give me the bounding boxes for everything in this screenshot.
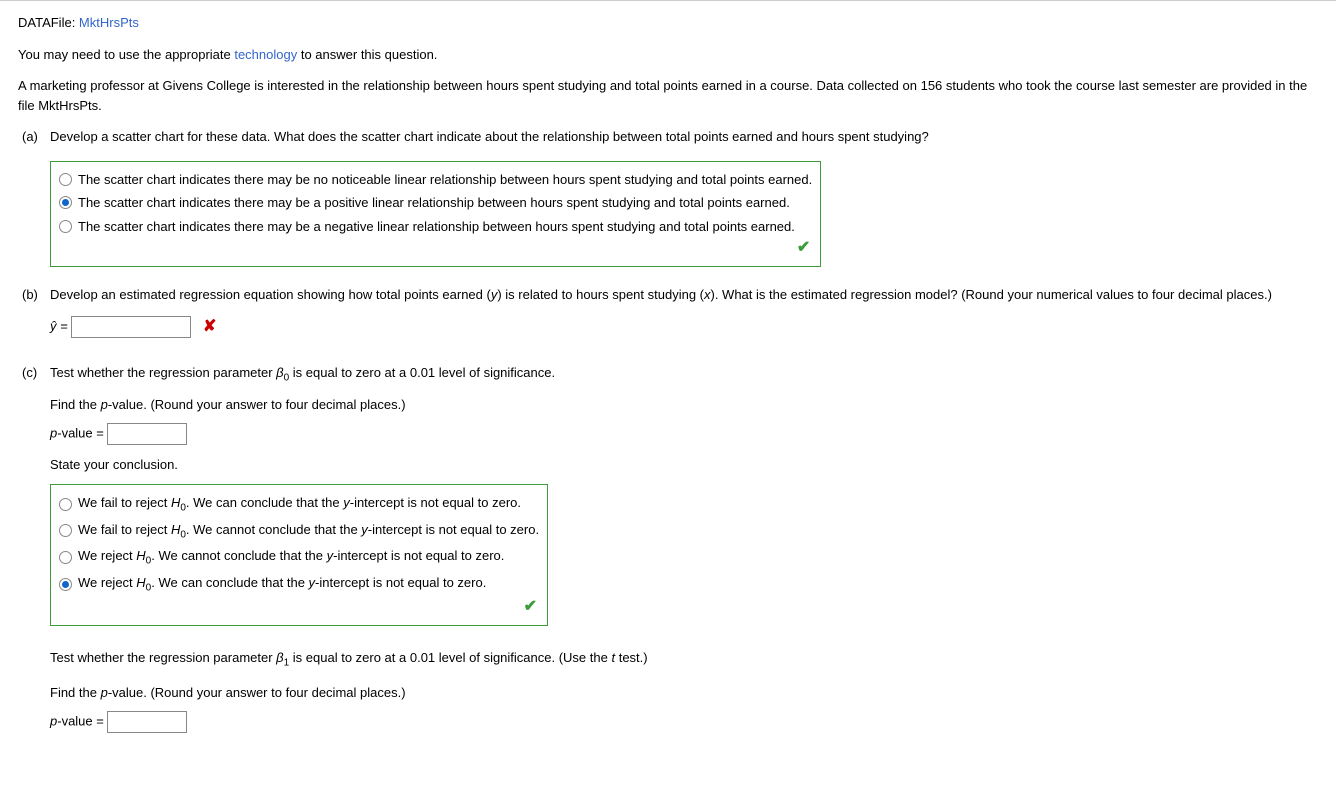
pvalue-section: Find the p-value. (Round your answer to …: [50, 395, 1318, 445]
option-text: We reject H0. We cannot conclude that th…: [78, 546, 504, 569]
yhat-input[interactable]: [71, 316, 191, 338]
option-text: We reject H0. We can conclude that the y…: [78, 573, 486, 596]
part-c-option-1[interactable]: We fail to reject H0. We cannot conclude…: [59, 518, 539, 545]
H: H: [136, 575, 145, 590]
pvalue2-input[interactable]: [107, 711, 187, 733]
part-a: (a) Develop a scatter chart for these da…: [18, 127, 1318, 267]
part-a-option-0[interactable]: The scatter chart indicates there may be…: [59, 168, 812, 192]
radio-icon[interactable]: [59, 498, 72, 511]
t: We reject: [78, 575, 136, 590]
t: -intercept is not equal to zero.: [315, 575, 486, 590]
datafile-link[interactable]: MktHrsPts: [79, 15, 139, 30]
b1-mid: is equal to zero at a 0.01 level of sign…: [289, 650, 611, 665]
t: -intercept is not equal to zero.: [333, 548, 504, 563]
option-text: The scatter chart indicates there may be…: [78, 217, 795, 237]
t: -intercept is not equal to zero.: [368, 522, 539, 537]
radio-icon[interactable]: [59, 196, 72, 209]
option-text: We fail to reject H0. We cannot conclude…: [78, 520, 539, 543]
fp2-pre: Find the: [50, 685, 101, 700]
q-post: ). What is the estimated regression mode…: [711, 287, 1272, 302]
q-post: is equal to zero at a 0.01 level of sign…: [289, 365, 555, 380]
fp-post: -value. (Round your answer to four decim…: [108, 397, 406, 412]
find-pvalue-text: Find the p-value. (Round your answer to …: [50, 395, 1318, 415]
H: H: [171, 495, 180, 510]
part-c-option-0[interactable]: We fail to reject H0. We can conclude th…: [59, 491, 539, 518]
pvalue2-line: p-value =: [50, 711, 1318, 733]
datafile-prefix: DATAFile:: [18, 15, 79, 30]
radio-icon[interactable]: [59, 578, 72, 591]
q-pre: Develop an estimated regression equation…: [50, 287, 491, 302]
t: -intercept is not equal to zero.: [350, 495, 521, 510]
part-b-label: (b): [22, 285, 50, 305]
H: H: [136, 548, 145, 563]
part-c-label: (c): [22, 363, 50, 383]
b1-post: test.): [615, 650, 648, 665]
part-a-label: (a): [22, 127, 50, 147]
option-text: The scatter chart indicates there may be…: [78, 193, 790, 213]
p-post: -value =: [57, 713, 107, 728]
b1-pre: Test whether the regression parameter: [50, 650, 276, 665]
part-a-question: Develop a scatter chart for these data. …: [50, 127, 1318, 147]
fp2-post: -value. (Round your answer to four decim…: [108, 685, 406, 700]
technology-link[interactable]: technology: [234, 47, 297, 62]
part-a-option-2[interactable]: The scatter chart indicates there may be…: [59, 215, 812, 239]
checkmark-icon: ✔: [797, 236, 810, 260]
t: We fail to reject: [78, 522, 171, 537]
part-b-question: Develop an estimated regression equation…: [50, 285, 1318, 305]
part-b-body: Develop an estimated regression equation…: [50, 285, 1318, 345]
t: We reject: [78, 548, 136, 563]
t: . We can conclude that the: [151, 575, 308, 590]
context-paragraph: A marketing professor at Givens College …: [18, 76, 1318, 115]
t: . We cannot conclude that the: [186, 522, 361, 537]
part-c: (c) Test whether the regression paramete…: [18, 363, 1318, 743]
beta1-question: Test whether the regression parameter β1…: [50, 648, 1318, 671]
t: . We cannot conclude that the: [151, 548, 326, 563]
p-post: -value =: [57, 425, 107, 440]
yhat-equation-line: ŷ = ✘: [50, 315, 1318, 339]
pvalue-line: p-value =: [50, 423, 1318, 445]
beta1: β: [276, 650, 283, 665]
part-c-body: Test whether the regression parameter β0…: [50, 363, 1318, 743]
part-c-option-3[interactable]: We reject H0. We can conclude that the y…: [59, 571, 539, 598]
checkmark-icon: ✔: [524, 595, 537, 619]
part-a-option-1[interactable]: The scatter chart indicates there may be…: [59, 191, 812, 215]
tech-post: to answer this question.: [297, 47, 437, 62]
part-c-question: Test whether the regression parameter β0…: [50, 363, 1318, 386]
part-c-option-2[interactable]: We reject H0. We cannot conclude that th…: [59, 544, 539, 571]
beta0: β: [276, 365, 283, 380]
H: H: [171, 522, 180, 537]
question-page: DATAFile: MktHrsPts You may need to use …: [0, 0, 1336, 785]
datafile-line: DATAFile: MktHrsPts: [18, 13, 1318, 33]
radio-icon[interactable]: [59, 524, 72, 537]
q-mid: ) is related to hours spent studying (: [497, 287, 704, 302]
beta1-section: Test whether the regression parameter β1…: [50, 648, 1318, 732]
radio-icon[interactable]: [59, 220, 72, 233]
state-conclusion-label: State your conclusion.: [50, 455, 1318, 475]
radio-icon[interactable]: [59, 551, 72, 564]
tech-pre: You may need to use the appropriate: [18, 47, 234, 62]
option-text: We fail to reject H0. We can conclude th…: [78, 493, 521, 516]
technology-line: You may need to use the appropriate tech…: [18, 45, 1318, 65]
xmark-icon: ✘: [203, 318, 216, 335]
intro-block: You may need to use the appropriate tech…: [18, 45, 1318, 116]
find-pvalue2-text: Find the p-value. (Round your answer to …: [50, 683, 1318, 703]
t: We fail to reject: [78, 495, 171, 510]
fp-pre: Find the: [50, 397, 101, 412]
p-word: p: [101, 685, 108, 700]
yhat-label: ŷ =: [50, 318, 71, 333]
t: . We can conclude that the: [186, 495, 343, 510]
part-a-body: Develop a scatter chart for these data. …: [50, 127, 1318, 267]
radio-icon[interactable]: [59, 173, 72, 186]
q-pre: Test whether the regression parameter: [50, 365, 276, 380]
part-a-answer-box: The scatter chart indicates there may be…: [50, 161, 821, 268]
part-b: (b) Develop an estimated regression equa…: [18, 285, 1318, 345]
p-word: p: [101, 397, 108, 412]
pvalue-input[interactable]: [107, 423, 187, 445]
part-c-answer-box: We fail to reject H0. We can conclude th…: [50, 484, 548, 626]
option-text: The scatter chart indicates there may be…: [78, 170, 812, 190]
